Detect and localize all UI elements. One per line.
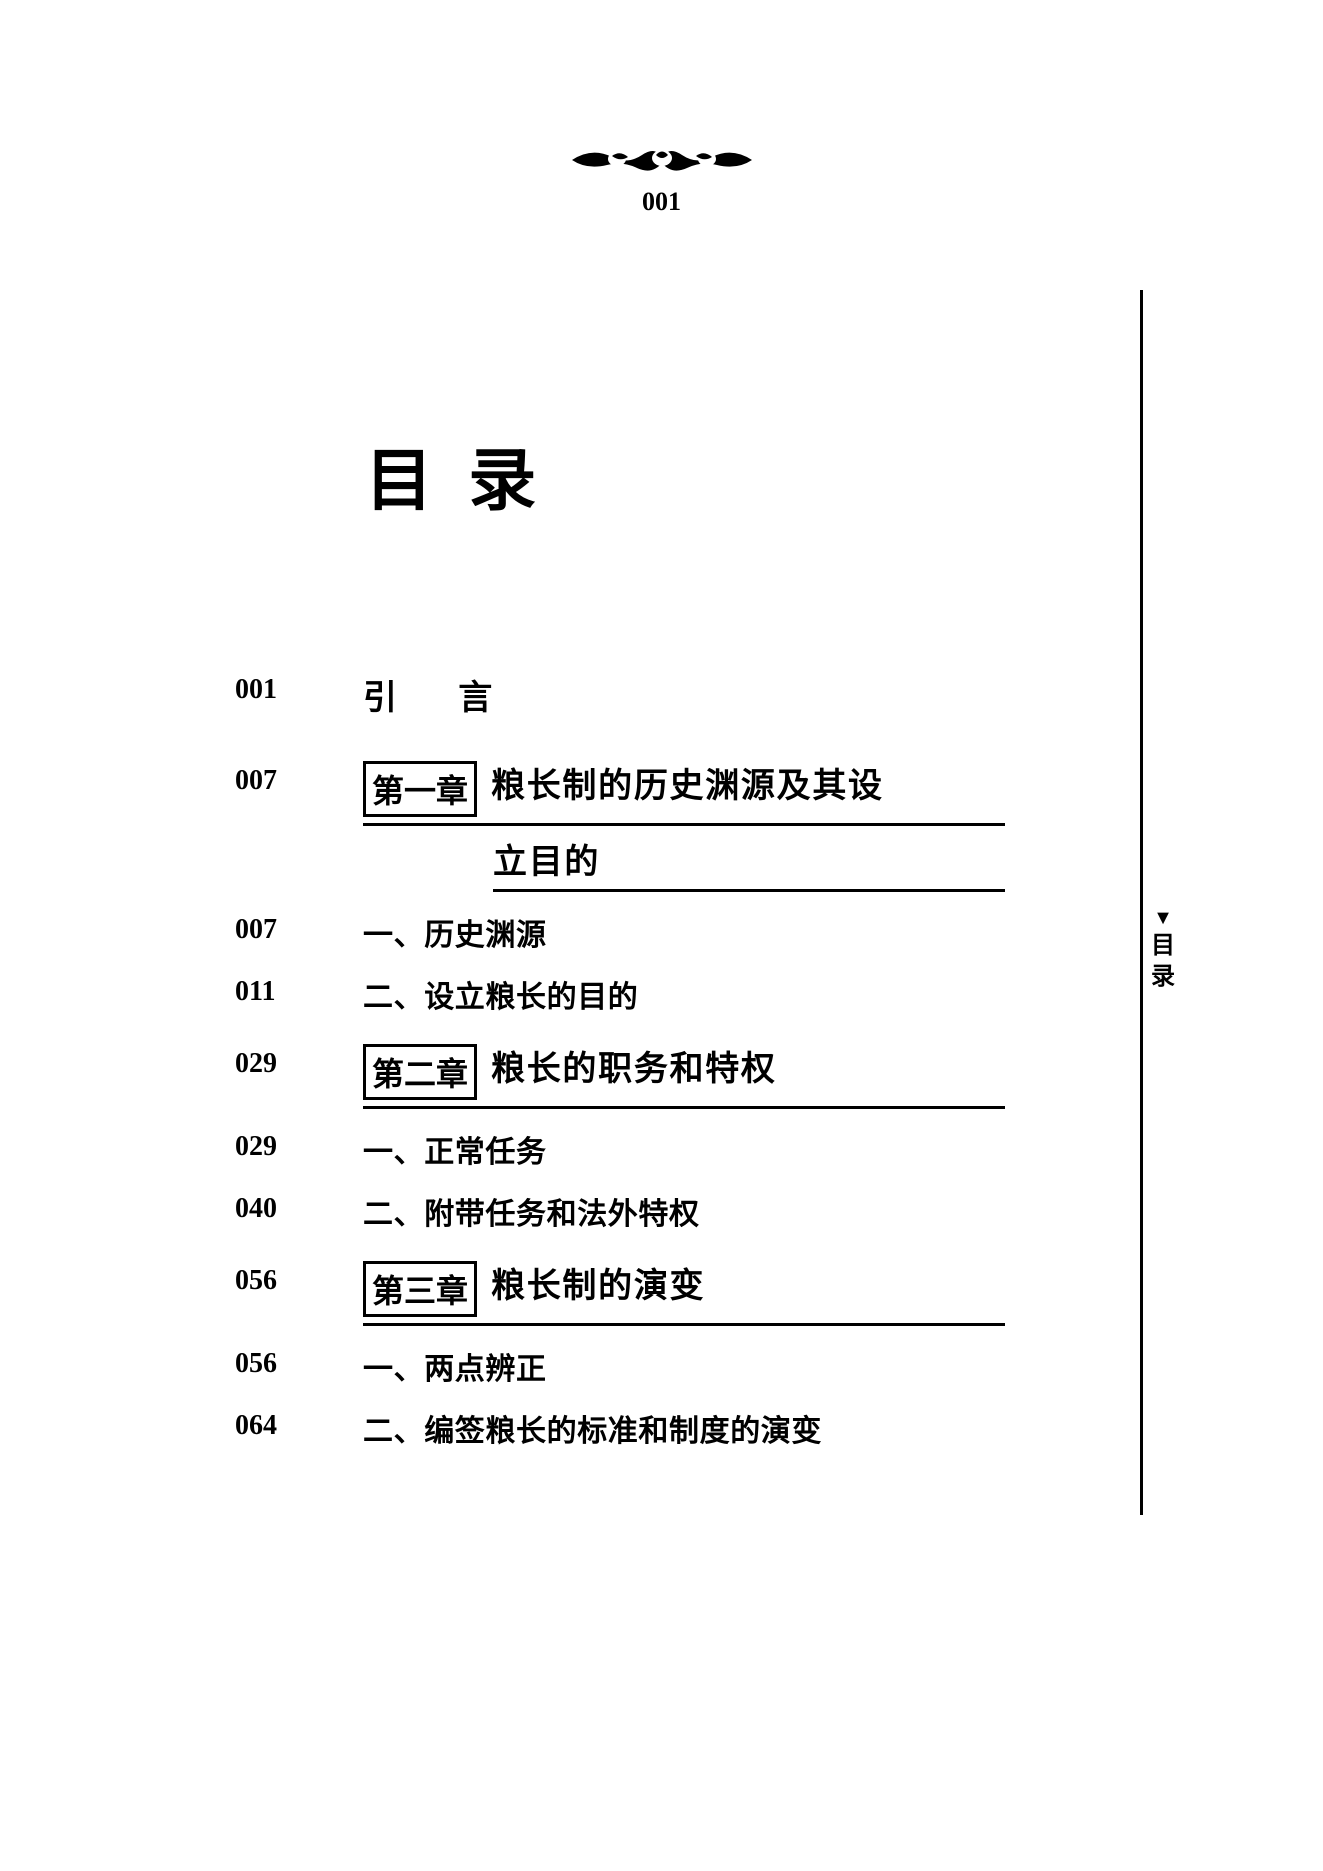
section-title: 二、设立粮长的目的: [363, 981, 638, 1014]
toc-page-number: 040: [235, 1189, 325, 1225]
triangle-down-icon: ▼: [1151, 905, 1175, 931]
toc-entry-section: 064 二、编签粮长的标准和制度的演变: [235, 1406, 1005, 1450]
side-label-char2: 录: [1151, 964, 1175, 990]
toc-entry-section: 011 二、设立粮长的目的: [235, 972, 1005, 1016]
toc-entry-section: 029 一、正常任务: [235, 1127, 1005, 1171]
toc-page-number: 007: [235, 910, 325, 946]
main-title: 目 录: [365, 425, 544, 524]
toc-page-number: 029: [235, 1044, 325, 1080]
toc-page-number: 056: [235, 1344, 325, 1380]
chapter-label: 第二章: [363, 1044, 477, 1100]
toc-entry-section: 007 一、历史渊源: [235, 910, 1005, 954]
section-title: 一、历史渊源: [363, 919, 547, 952]
page-header: 001: [562, 135, 762, 217]
toc-page-number: 001: [235, 670, 325, 706]
section-title: 一、两点辨正: [363, 1353, 547, 1386]
vertical-divider: [1140, 290, 1143, 1515]
toc-container: 001 引 言 007 第一章 粮长制的历史渊源及其设 立目的 007 一、历史…: [235, 670, 1005, 1468]
toc-page-number: 064: [235, 1406, 325, 1442]
toc-page-number: 056: [235, 1261, 325, 1297]
chapter-title: 粮长制的演变: [491, 1261, 705, 1312]
toc-entry-intro: 001 引 言: [235, 670, 1005, 719]
toc-page-number: 007: [235, 761, 325, 797]
page-number-top: 001: [562, 187, 762, 217]
section-title: 一、正常任务: [363, 1136, 547, 1169]
toc-entry-section: 056 一、两点辨正: [235, 1344, 1005, 1388]
chapter-title: 粮长制的历史渊源及其设: [491, 761, 884, 812]
toc-page-number: 029: [235, 1127, 325, 1163]
intro-title: 引 言: [363, 680, 506, 717]
toc-entry-section: 040 二、附带任务和法外特权: [235, 1189, 1005, 1233]
ornament-icon: [562, 135, 762, 185]
section-title: 二、附带任务和法外特权: [363, 1198, 700, 1231]
chapter-label: 第三章: [363, 1261, 477, 1317]
side-label: ▼ 目 录: [1151, 905, 1175, 993]
chapter-title: 粮长的职务和特权: [491, 1044, 777, 1095]
chapter-label: 第一章: [363, 761, 477, 817]
toc-entry-chapter1: 007 第一章 粮长制的历史渊源及其设 立目的: [235, 761, 1005, 892]
side-label-char1: 目: [1151, 933, 1175, 959]
section-title: 二、编签粮长的标准和制度的演变: [363, 1415, 822, 1448]
toc-entry-chapter2: 029 第二章 粮长的职务和特权: [235, 1044, 1005, 1109]
chapter-title-cont: 立目的: [493, 834, 1005, 892]
toc-page-number: 011: [235, 972, 325, 1008]
toc-entry-chapter3: 056 第三章 粮长制的演变: [235, 1261, 1005, 1326]
